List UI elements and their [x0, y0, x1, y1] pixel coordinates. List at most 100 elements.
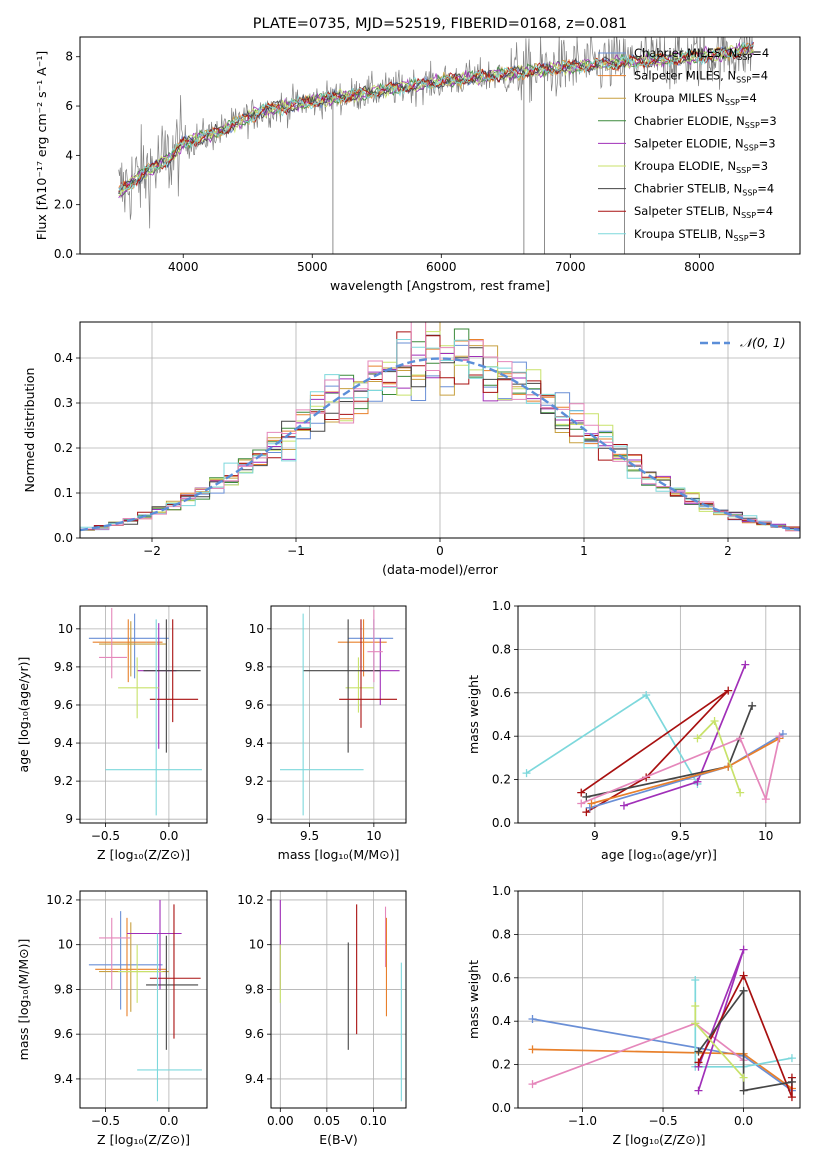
- x-tick-label: 8000: [684, 260, 715, 274]
- y-tick-label: 0.2: [54, 441, 73, 455]
- legend-label: Salpeter ELODIE, NSSP=3: [634, 136, 776, 152]
- y-tick-label: 9.8: [54, 982, 73, 996]
- weight-marker: [787, 1077, 796, 1086]
- residuals-panel: −2 −1 0 1 2 0.0 0.1 0.2 0.3 0.4 (data-model)/error…: [22, 321, 801, 577]
- x-tick-label: 0.0: [159, 1114, 178, 1128]
- weight-marker: [739, 1086, 748, 1095]
- y-tick-label: 9.6: [54, 698, 73, 712]
- y-tick-label: 0.2: [492, 773, 511, 787]
- y-tick-label: 1.0: [492, 599, 511, 613]
- residuals-plot-area: [80, 322, 800, 533]
- weight-marker: [787, 1093, 796, 1102]
- y-tick-label: 10: [58, 938, 73, 952]
- age_vs_mass-panel: 9.5 10 9 9.2 9.4 9.6 9.8 10 mass [log₁₀(M/M⊙)]: [245, 605, 407, 862]
- x-axis-label: E(B-V): [319, 1132, 358, 1147]
- x-tick-label: −0.5: [91, 1114, 120, 1128]
- y-axis-label: mass weight: [466, 960, 481, 1039]
- x-tick-label: 9: [591, 829, 599, 843]
- weight-marker: [585, 803, 594, 812]
- y-tick-label: 9: [65, 812, 73, 826]
- y-axis-label: Flux [fλ10⁻¹⁷ erg cm⁻² s⁻¹ A⁻¹]: [34, 51, 49, 240]
- weight-marker: [694, 1047, 703, 1056]
- weight-marker: [761, 795, 770, 804]
- axes-frame: [79, 605, 208, 824]
- weight-marker: [694, 1058, 703, 1067]
- weight-line-0: [532, 1018, 793, 1092]
- y-tick-label: 0.4: [492, 1014, 511, 1028]
- weight-marker: [736, 788, 745, 797]
- weight-marker: [577, 799, 586, 808]
- y-tick-label: 0.6: [492, 686, 511, 700]
- y-tick-label: 0.0: [54, 247, 73, 261]
- weight-line-2: [580, 689, 729, 813]
- legend-label: Chabrier MILES, NSSP=4: [634, 46, 769, 62]
- x-tick-label: 9.5: [671, 829, 690, 843]
- spectrum-plot-area: [118, 37, 754, 254]
- weight_vs_z-plot-area: [528, 945, 796, 1102]
- y-tick-label: 4: [65, 148, 73, 162]
- legend-label: Kroupa MILES NSSP=4: [634, 91, 757, 107]
- weight-marker: [736, 734, 745, 743]
- weight-marker: [693, 777, 702, 786]
- y-tick-label: 9.6: [245, 1027, 264, 1041]
- x-tick-label: 10: [758, 829, 773, 843]
- weight-marker: [691, 975, 700, 984]
- x-tick-label: 2: [724, 544, 732, 558]
- x-tick-label: −2: [143, 544, 161, 558]
- x-tick-label: −0.5: [91, 829, 120, 843]
- y-tick-label: 10: [249, 622, 264, 636]
- x-tick-label: 7000: [555, 260, 586, 274]
- age_vs_z-plot-area: [88, 607, 202, 816]
- y-tick-label: 9.6: [54, 1027, 73, 1041]
- x-axis-label: Z [log₁₀(Z/Z⊙)]: [97, 847, 190, 862]
- weight-marker: [694, 1086, 703, 1095]
- x-tick-label: 5000: [297, 260, 328, 274]
- y-tick-label: 0.6: [492, 971, 511, 985]
- y-tick-label: 0.4: [492, 729, 511, 743]
- weight-marker: [528, 1080, 537, 1089]
- x-tick-label: 0.00: [267, 1114, 294, 1128]
- y-tick-label: 6: [65, 99, 73, 113]
- weight-marker: [741, 660, 750, 669]
- mass_vs_ebv-panel: 0.00 0.05 0.10 9.4 9.6 9.8 10 10.2 E(B-V): [237, 890, 407, 1147]
- x-tick-label: 6000: [426, 260, 457, 274]
- weight-line-6: [696, 719, 742, 793]
- x-tick-label: −1: [287, 544, 305, 558]
- weight-marker: [528, 1015, 537, 1024]
- y-tick-label: 9.8: [245, 982, 264, 996]
- x-axis-label: Z [log₁₀(Z/Z⊙)]: [97, 1132, 190, 1147]
- y-tick-label: 0.0: [54, 531, 73, 545]
- y-axis-label: Normed distribution: [22, 368, 37, 493]
- axes-frame: [79, 890, 208, 1109]
- axes-frame: [517, 890, 801, 1109]
- weight-marker: [739, 986, 748, 995]
- y-axis-label: age [log₁₀(age/yr)]: [16, 657, 31, 773]
- legend: Chabrier MILES, NSSP=4 Salpeter MILES, NS…: [598, 46, 777, 243]
- x-tick-label: −0.5: [648, 1114, 677, 1128]
- mass_vs_z-plot-area: [88, 899, 202, 1102]
- legend-label: Kroupa ELODIE, NSSP=3: [634, 159, 768, 175]
- axes-frame: [79, 36, 801, 255]
- x-axis-label: age [log₁₀(age/yr)]: [601, 847, 717, 862]
- weight-marker: [528, 1045, 537, 1054]
- x-tick-label: 0: [436, 544, 444, 558]
- legend-label: Salpeter STELIB, NSSP=4: [634, 204, 773, 220]
- y-tick-label: 10.2: [46, 893, 73, 907]
- weight_vs_z-panel: −1.0 −0.5 0.0 0.0 0.2 0.4 0.6 0.8 1.0 Z [log₁₀(Z/…: [466, 884, 801, 1147]
- x-axis-label: (data-model)/error: [382, 562, 499, 577]
- weight-marker: [693, 734, 702, 743]
- axes-frame: [270, 605, 407, 824]
- legend-label: Chabrier STELIB, NSSP=4: [634, 182, 774, 198]
- weight-marker: [710, 717, 719, 726]
- weight-marker: [619, 801, 628, 810]
- y-tick-label: 2.0: [54, 198, 73, 212]
- normal-curve: [80, 357, 800, 532]
- x-tick-label: 1: [580, 544, 588, 558]
- x-tick-label: 9.5: [300, 829, 319, 843]
- y-tick-label: 0.4: [54, 351, 73, 365]
- x-tick-label: 0.10: [360, 1114, 387, 1128]
- axes-frame: [517, 605, 801, 824]
- x-axis-label: Z [log₁₀(Z/Z⊙)]: [613, 1132, 706, 1147]
- y-tick-label: 1.0: [492, 884, 511, 898]
